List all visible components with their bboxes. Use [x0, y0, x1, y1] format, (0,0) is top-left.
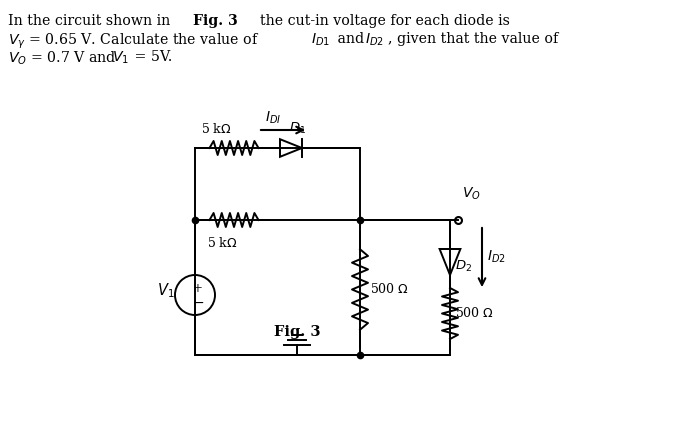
Text: = 5V.: = 5V. [130, 50, 172, 64]
Text: $I_{D2}$: $I_{D2}$ [487, 249, 506, 265]
Text: and: and [333, 32, 369, 46]
Text: 5 k$\Omega$: 5 k$\Omega$ [201, 122, 232, 136]
Text: +: + [193, 281, 203, 294]
Text: $V_O$ = 0.7 V and: $V_O$ = 0.7 V and [8, 50, 117, 67]
Text: $I_{D1}$: $I_{D1}$ [311, 32, 330, 48]
Text: 500 $\Omega$: 500 $\Omega$ [370, 282, 409, 296]
Text: $V_1$: $V_1$ [157, 282, 174, 300]
Text: the cut-in voltage for each diode is: the cut-in voltage for each diode is [242, 14, 510, 28]
Text: In the circuit shown in: In the circuit shown in [8, 14, 175, 28]
Text: 5 k$\Omega$: 5 k$\Omega$ [207, 236, 237, 250]
Text: 500 $\Omega$: 500 $\Omega$ [455, 306, 494, 320]
Text: Fig. 3: Fig. 3 [193, 14, 238, 28]
Text: −: − [193, 296, 204, 310]
Text: $I_{D2}$: $I_{D2}$ [365, 32, 384, 48]
Text: Fig. 3: Fig. 3 [274, 325, 321, 339]
Text: $V_O$: $V_O$ [462, 186, 481, 202]
Text: $I_{DI}$: $I_{DI}$ [265, 109, 281, 126]
Text: $V_1$: $V_1$ [112, 50, 129, 66]
Text: , given that the value of: , given that the value of [388, 32, 559, 46]
Text: $D_1$: $D_1$ [289, 121, 306, 136]
Text: $D_2$: $D_2$ [455, 258, 472, 274]
Text: $V_\gamma$ = 0.65 V. Calculate the value of: $V_\gamma$ = 0.65 V. Calculate the value… [8, 32, 259, 51]
